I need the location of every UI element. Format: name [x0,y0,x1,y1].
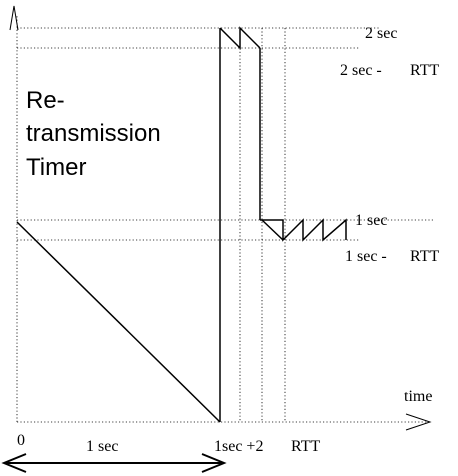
vertical-reference-lines [239,28,286,422]
one-sec-span-arrow [1,453,227,473]
label-1sec-rtt: RTT [410,248,439,265]
diagram-title-line-2: transmission [26,120,161,147]
label-1sec: 1 sec [355,212,387,229]
label-2sec-minus: 2 sec - [340,62,382,79]
x-tick-rtt: RTT [291,438,320,455]
label-2sec-rtt: RTT [410,62,439,79]
x-tick-zero: 0 [17,432,25,449]
label-1sec-minus: 1 sec - [345,248,387,265]
x-tick-1sec-plus-2: 1sec +2 [214,438,263,455]
timer-curve [16,26,347,423]
span-label-1sec: 1 sec [86,438,118,455]
x-axis-label: time [404,388,432,405]
label-2sec: 2 sec [365,25,397,42]
diagram-title-line-1: Re- [26,87,65,114]
diagram-title-line-3: Timer [26,154,86,181]
x-axis [17,413,432,431]
y-axis [9,5,19,422]
